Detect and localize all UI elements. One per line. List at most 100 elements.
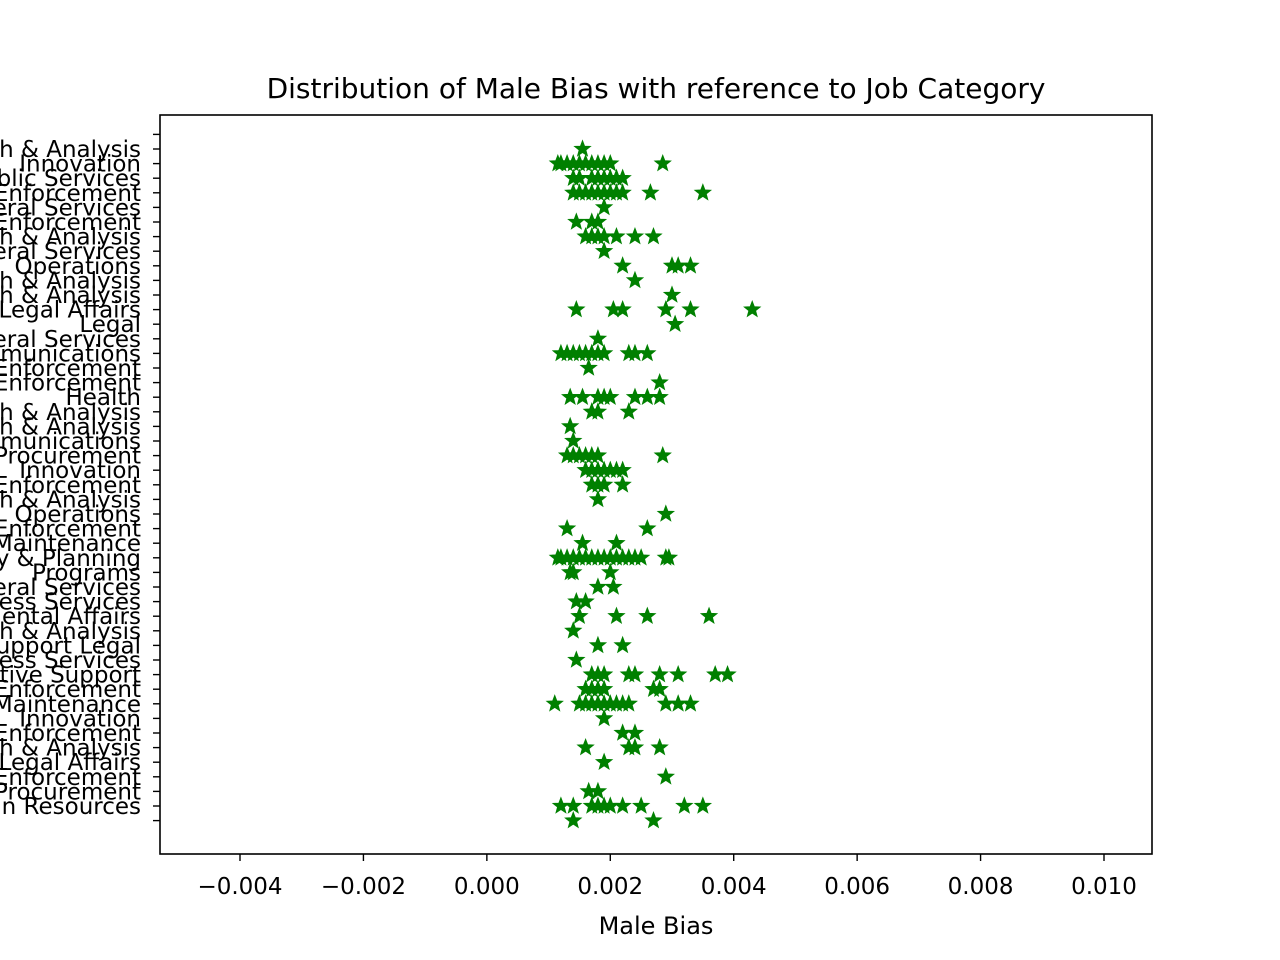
plot-frame bbox=[159, 114, 1153, 855]
data-point bbox=[576, 591, 595, 610]
data-point bbox=[619, 694, 638, 712]
data-point bbox=[594, 475, 614, 493]
y-tick-label: Legal bbox=[79, 312, 141, 338]
data-point bbox=[681, 299, 700, 318]
y-tick-label: Procurement bbox=[0, 444, 141, 470]
data-point bbox=[650, 664, 669, 683]
data-point bbox=[607, 533, 626, 551]
y-tick-label: Public Services bbox=[0, 166, 141, 192]
data-point bbox=[699, 606, 719, 624]
data-point bbox=[613, 635, 632, 654]
y-tick-label: Maintenance bbox=[0, 692, 141, 718]
data-point bbox=[644, 810, 663, 829]
data-point bbox=[650, 679, 669, 697]
y-tick-label: Enforcement bbox=[0, 721, 141, 747]
data-point bbox=[564, 810, 583, 829]
data-point bbox=[631, 548, 651, 566]
data-point bbox=[594, 664, 614, 683]
data-points bbox=[545, 139, 762, 829]
y-tick-label: General Services bbox=[0, 327, 141, 353]
data-point bbox=[607, 606, 626, 624]
data-point bbox=[613, 183, 632, 201]
data-point bbox=[638, 387, 657, 405]
y-tick-label: Policy & Planning bbox=[0, 546, 141, 572]
data-point bbox=[594, 241, 614, 259]
y-tick-label: Enforcement bbox=[0, 356, 141, 382]
data-point bbox=[557, 518, 577, 537]
x-axis-label: Male Bias bbox=[599, 912, 714, 940]
data-point bbox=[594, 197, 614, 216]
y-tick-label: Innovation bbox=[19, 458, 141, 484]
data-point bbox=[693, 183, 713, 201]
data-point bbox=[613, 256, 632, 274]
x-tick-label: 0.006 bbox=[824, 874, 890, 900]
data-point bbox=[573, 139, 592, 157]
x-tick-label: 0.008 bbox=[948, 874, 1014, 900]
y-tick-label: Business Services bbox=[0, 648, 141, 674]
data-point bbox=[573, 387, 592, 405]
data-point bbox=[706, 664, 725, 683]
y-tick-label: Research & Analysis bbox=[0, 400, 141, 426]
data-point bbox=[613, 168, 632, 186]
y-tick-label: Business Services bbox=[0, 590, 141, 616]
data-point bbox=[588, 402, 608, 420]
y-tick-label: Enforcement bbox=[0, 517, 141, 543]
chart-title: Distribution of Male Bias with reference… bbox=[267, 72, 1046, 105]
y-tick-label: Maintenance bbox=[0, 531, 141, 557]
data-point bbox=[681, 256, 700, 274]
y-tick-label: Research & Analysis bbox=[0, 487, 141, 513]
data-point bbox=[650, 372, 669, 391]
data-point bbox=[638, 343, 657, 362]
y-tick-label: Procurement bbox=[0, 779, 141, 805]
data-point bbox=[588, 577, 608, 595]
y-tick-label: Enforcement bbox=[0, 765, 141, 791]
y-tick-label: Enforcement bbox=[0, 371, 141, 397]
data-point bbox=[561, 416, 580, 435]
data-point bbox=[613, 723, 632, 741]
data-point bbox=[567, 212, 586, 230]
y-tick-label: Human Resources bbox=[0, 794, 141, 820]
x-tick-label: 0.010 bbox=[1071, 874, 1137, 900]
data-point bbox=[607, 226, 626, 245]
data-point bbox=[588, 635, 608, 654]
data-point bbox=[638, 606, 657, 624]
y-tick-label: Innovation bbox=[19, 706, 141, 732]
data-point bbox=[601, 387, 620, 405]
data-point bbox=[601, 562, 620, 581]
data-point bbox=[650, 387, 669, 405]
y-tick-label: Legal Affairs bbox=[0, 298, 141, 324]
data-point bbox=[681, 694, 700, 712]
y-tick-label: Health bbox=[65, 385, 141, 411]
y-tick-label: Research & Analysis bbox=[0, 414, 141, 440]
data-point bbox=[570, 606, 589, 624]
data-point bbox=[567, 299, 586, 318]
x-tick-label: −0.002 bbox=[321, 874, 406, 900]
y-tick-label: Communications bbox=[0, 341, 141, 367]
data-point bbox=[638, 518, 657, 537]
data-point bbox=[588, 329, 608, 347]
y-tick-label: Legal Affairs bbox=[0, 750, 141, 776]
data-point bbox=[604, 577, 623, 595]
y-tick-label: Communications bbox=[0, 429, 141, 455]
data-point bbox=[564, 562, 583, 581]
x-tick-label: 0.000 bbox=[454, 874, 520, 900]
data-point bbox=[588, 489, 608, 508]
data-point bbox=[594, 679, 614, 697]
data-point bbox=[564, 431, 583, 449]
data-point bbox=[625, 737, 645, 756]
x-axis: −0.004 −0.002 0.000 0.002 0.004 0.006 0.008 0.0… bbox=[197, 854, 1137, 900]
y-tick-label: Operations bbox=[15, 502, 141, 528]
data-point bbox=[588, 445, 608, 464]
y-tick-label: Research & Analysis bbox=[0, 283, 141, 309]
y-axis: Human ResourcesProcurementEnforcementLeg… bbox=[0, 133, 160, 822]
x-tick-label: −0.004 bbox=[197, 874, 282, 900]
data-point bbox=[669, 664, 688, 683]
data-point bbox=[588, 212, 608, 230]
data-point bbox=[601, 153, 620, 172]
y-tick-label: Enforcement bbox=[0, 181, 141, 207]
data-point bbox=[551, 796, 571, 814]
data-point bbox=[561, 387, 580, 405]
data-point bbox=[625, 387, 645, 405]
y-tick-label: Support Legal bbox=[0, 633, 141, 659]
x-tick-label: 0.004 bbox=[701, 874, 767, 900]
